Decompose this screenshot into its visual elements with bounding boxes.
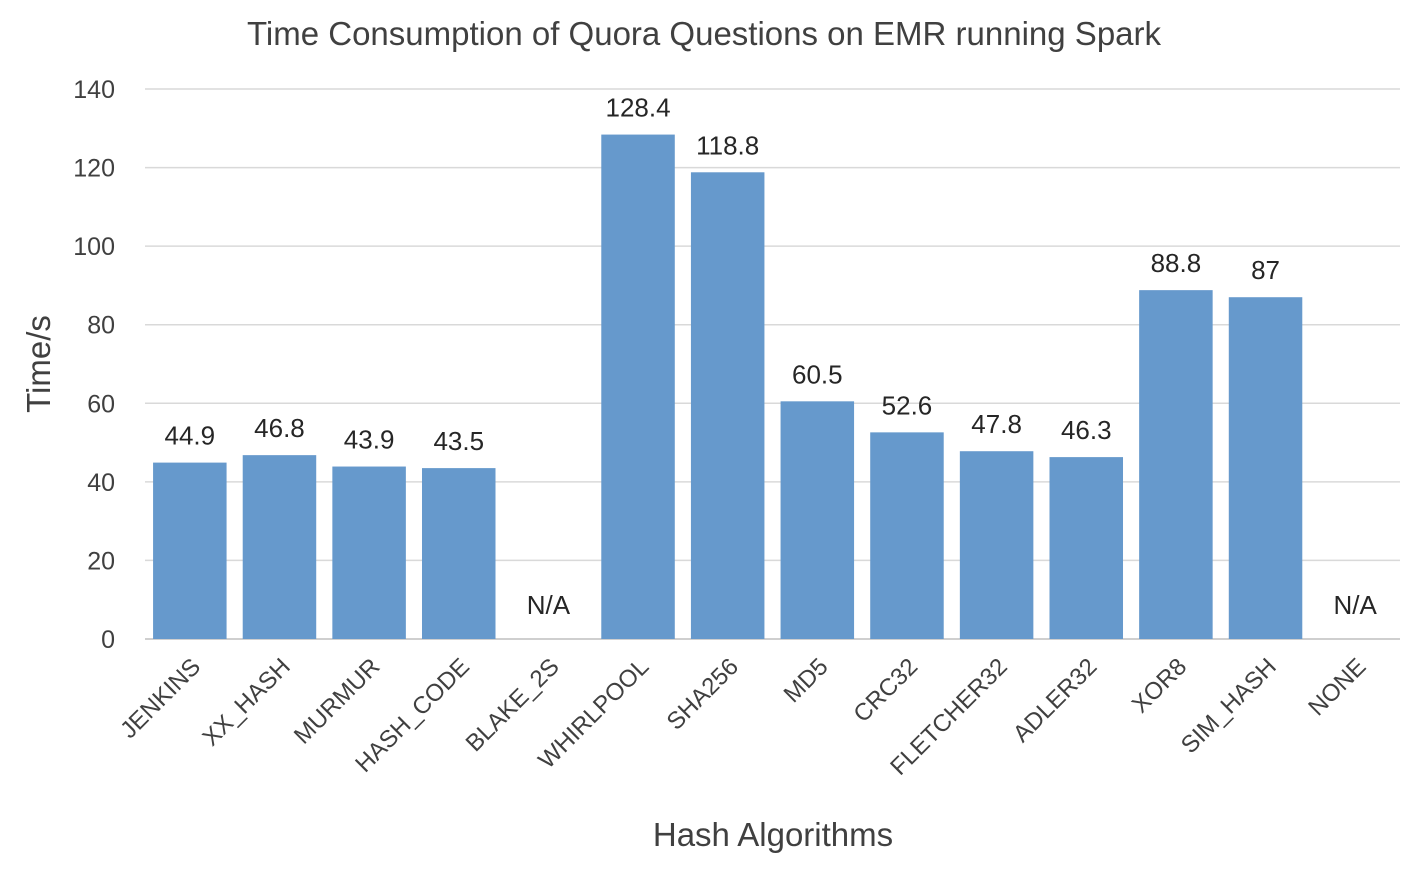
bar: [1139, 290, 1213, 639]
x-axis-ticks: JENKINSXX_HASHMURMURHASH_CODEBLAKE_2SWHI…: [115, 653, 1371, 781]
bar: [870, 432, 944, 639]
bar: [780, 401, 855, 639]
data-label: 43.9: [344, 425, 395, 455]
x-tick-label: SIM_HASH: [1176, 653, 1282, 759]
data-label: 43.5: [433, 426, 484, 456]
x-tick-label: CRC32: [848, 653, 923, 728]
data-label: 44.9: [165, 421, 216, 451]
data-label: 46.3: [1061, 415, 1112, 445]
data-label: 52.6: [882, 390, 933, 420]
x-tick-label: SHA256: [662, 653, 744, 735]
data-label: N/A: [1334, 590, 1378, 620]
data-label: N/A: [527, 590, 571, 620]
x-tick-label: ADLER32: [1008, 653, 1103, 748]
bar: [601, 134, 675, 640]
data-label: 128.4: [605, 93, 670, 123]
x-tick-label: XOR8: [1127, 653, 1192, 718]
data-label: 118.8: [696, 130, 759, 160]
bar: [690, 172, 765, 640]
x-axis-title: Hash Algorithms: [653, 816, 893, 853]
bar: [153, 462, 227, 639]
chart-title: Time Consumption of Quora Questions on E…: [247, 15, 1162, 52]
data-label: 87: [1251, 255, 1280, 285]
y-tick-label: 80: [87, 312, 115, 340]
x-tick-label: XX_HASH: [197, 653, 295, 751]
bar: [1228, 297, 1303, 639]
x-tick-label: NONE: [1303, 653, 1371, 721]
bars: [153, 134, 1303, 640]
bar: [332, 466, 406, 639]
y-tick-label: 0: [101, 626, 115, 654]
data-label: 88.8: [1151, 248, 1202, 278]
bar: [1049, 457, 1124, 639]
bar: [421, 468, 496, 639]
x-tick-label: JENKINS: [115, 653, 206, 744]
y-tick-label: 60: [87, 390, 115, 418]
bar: [242, 455, 317, 639]
y-tick-label: 120: [73, 155, 115, 183]
data-label: 46.8: [254, 413, 305, 443]
y-tick-label: 40: [87, 469, 115, 497]
x-tick-label: MD5: [779, 653, 834, 708]
data-label: 60.5: [792, 359, 843, 389]
bar: [959, 451, 1034, 639]
data-labels: 44.9 46.8 43.9 43.5 N/A 128.4 118.8 60.5 52.6 47.…: [165, 93, 1378, 620]
y-axis-title: Time/s: [20, 315, 57, 413]
y-tick-label: 100: [73, 233, 115, 261]
y-axis-ticks: 0 20 40 60 80 100 120 140: [73, 76, 115, 654]
data-label: 47.8: [971, 409, 1022, 439]
y-tick-label: 20: [87, 547, 115, 575]
y-tick-label: 140: [73, 76, 115, 104]
x-tick-label: MURMUR: [289, 653, 385, 749]
